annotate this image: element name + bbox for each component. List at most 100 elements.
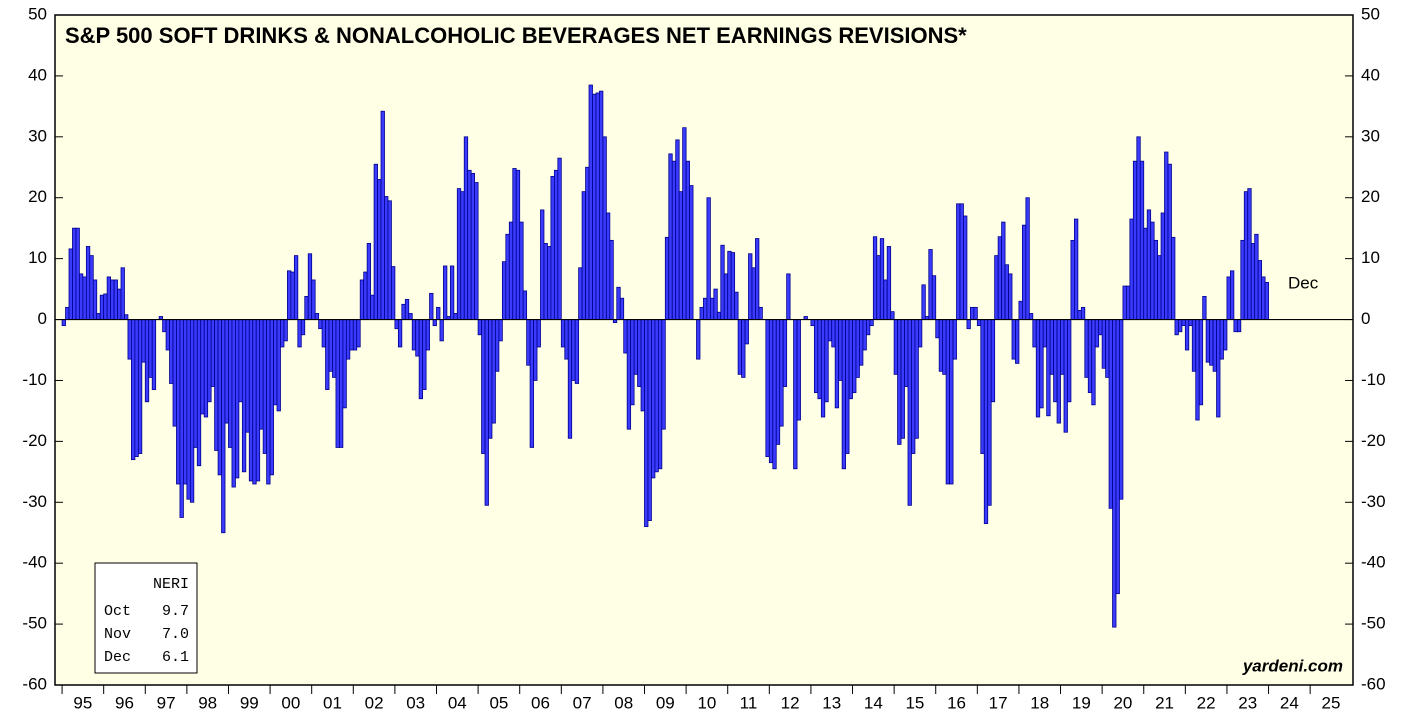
y-tick-label: -50 [22,614,47,633]
bar [751,267,756,320]
bar [997,236,1002,320]
bar [259,319,264,430]
bar [588,84,593,320]
y2-tick-label: -50 [1361,614,1386,633]
bar [619,297,625,320]
bar [79,273,84,320]
bar [1174,319,1179,336]
bar [553,169,559,320]
bar [893,319,898,375]
bar [1181,319,1186,327]
bar [519,221,524,320]
bar [443,265,448,320]
bar [318,319,323,330]
bar [796,319,801,421]
y-tick-label: 10 [28,248,47,267]
box-value: 7.0 [162,626,189,643]
bar [900,319,905,439]
x-tick-label: 08 [614,693,633,712]
bar [1053,319,1058,403]
bar [626,319,632,430]
box-month: Dec [104,649,131,666]
bar [706,197,711,320]
bar [547,246,552,320]
bar [498,319,503,342]
y-tick-label: 40 [28,65,47,84]
bar [664,236,670,320]
chart-title: S&P 500 SOFT DRINKS & NONALCOHOLIC BEVER… [65,23,967,48]
x-tick-label: 10 [697,693,716,712]
x-tick-label: 16 [947,693,966,712]
bar [1080,306,1086,320]
bar [876,255,881,320]
bar [207,319,212,403]
bar [470,172,476,320]
y2-tick-label: 50 [1361,4,1380,23]
bar [540,209,545,320]
bar [1115,319,1120,595]
bar [848,319,853,400]
bar [89,255,94,320]
bar [245,319,250,433]
bar [945,319,950,485]
bar [370,294,375,320]
bar [266,319,271,485]
bar [106,276,112,320]
bar [273,319,278,406]
bar [1021,224,1027,320]
bar [1150,221,1155,320]
x-tick-label: 07 [573,693,592,712]
bar [1084,319,1089,378]
bar [1046,319,1051,417]
bar [599,90,604,320]
x-tick-label: 95 [73,693,92,712]
bar [436,306,441,320]
y-tick-label: 20 [28,187,47,206]
y-tick-label: -60 [22,674,47,693]
bar [956,203,961,320]
bar [921,284,926,320]
bar [1191,319,1197,372]
bar [1233,319,1238,333]
bar [61,319,66,327]
x-tick-label: 15 [905,693,924,712]
bar [1025,197,1030,320]
bar [533,319,538,381]
bar [1146,209,1152,320]
source: yardeni.com [1242,656,1343,675]
bar [131,319,136,461]
bar [210,319,216,387]
bar [1261,276,1266,320]
bar [439,319,444,342]
bar [1247,188,1252,320]
bar [269,319,274,476]
x-tick-label: 14 [864,693,883,712]
bar [755,238,760,320]
bar [786,273,791,320]
bar [75,227,80,320]
bar [1209,319,1214,366]
bar [120,267,125,320]
bar [678,191,684,320]
bar [1122,285,1127,320]
bar [491,319,496,424]
bar [148,319,153,378]
bar [241,319,247,473]
bar [980,319,985,454]
bar [335,319,340,448]
bar [772,319,777,470]
bar [1226,276,1231,320]
x-tick-label: 99 [240,693,259,712]
bar [526,319,531,366]
bar [359,279,365,320]
x-tick-label: 98 [198,693,217,712]
bar [477,319,482,336]
bar [280,319,285,348]
bar [422,319,427,390]
bar [186,319,191,500]
bar [1257,260,1263,320]
bar [1129,218,1134,320]
bar [845,319,850,454]
bar [907,319,912,506]
